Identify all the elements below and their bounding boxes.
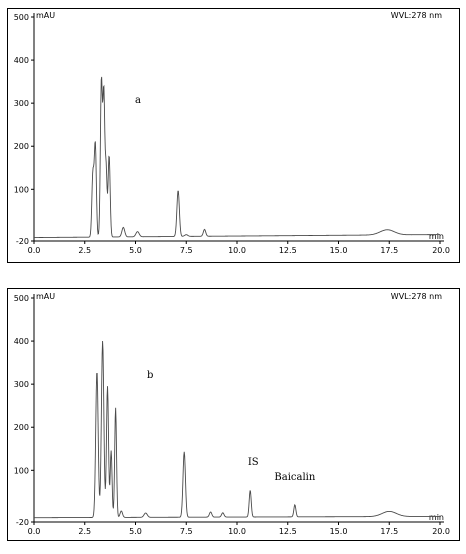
x-tick-label: 10.0: [228, 527, 246, 536]
y-tick-label: 300: [14, 99, 29, 108]
chromatogram-trace: [34, 341, 440, 518]
y-tick-label: 400: [14, 337, 29, 346]
x-tick-label: 17.5: [380, 527, 398, 536]
wavelength-label: WVL:278 nm: [391, 11, 442, 20]
y-tick-label: 500: [14, 13, 29, 22]
y-tick-label: 300: [14, 380, 29, 389]
y-tick-label: 200: [14, 423, 29, 432]
x-tick-label: 2.5: [78, 246, 91, 255]
y-axis-unit-label: mAU: [36, 292, 55, 301]
x-tick-label: 7.5: [180, 527, 193, 536]
x-axis-unit-label: min: [429, 513, 444, 522]
peak-annotation: Baicalin: [274, 472, 315, 483]
x-tick-label: 20.0: [432, 527, 450, 536]
panel-letter-b: b: [147, 370, 153, 381]
peak-annotation: IS: [248, 457, 259, 468]
x-tick-label: 12.5: [279, 246, 297, 255]
panel-frame: [8, 9, 460, 263]
y-tick-label: 200: [14, 142, 29, 151]
x-tick-label: 0.0: [28, 527, 41, 536]
x-tick-label: 20.0: [432, 246, 450, 255]
panel-letter-a: a: [135, 95, 141, 106]
x-axis-unit-label: min: [429, 232, 444, 241]
chart-panel-b: -20 100 200 300 400 500 0.0 2.5 5.0 7.5 10.0 12.5 15…: [8, 289, 460, 541]
x-tick-label: 5.0: [129, 246, 142, 255]
x-tick-label: 7.5: [180, 246, 193, 255]
x-tick-label: 15.0: [330, 246, 348, 255]
x-tick-label: 12.5: [279, 527, 297, 536]
chromatogram-trace: [34, 77, 440, 238]
y-tick-label: 100: [14, 466, 29, 475]
x-tick-label: 5.0: [129, 527, 142, 536]
y-tick-label: 100: [14, 185, 29, 194]
y-tick-label: -20: [16, 237, 29, 246]
wavelength-label: WVL:278 nm: [391, 292, 442, 301]
x-tick-label: 0.0: [28, 246, 41, 255]
y-tick-label: -20: [16, 518, 29, 527]
x-tick-label: 15.0: [330, 527, 348, 536]
y-axis-unit-label: mAU: [36, 11, 55, 20]
x-tick-label: 2.5: [78, 527, 91, 536]
x-tick-label: 10.0: [228, 246, 246, 255]
y-tick-label: 500: [14, 294, 29, 303]
chart-panel-a: -20 100 200 300 400 500 0.0 2.5 5.0 7.5 10.0 12.5 15…: [8, 9, 460, 263]
x-tick-label: 17.5: [380, 246, 398, 255]
y-tick-label: 400: [14, 56, 29, 65]
panel-frame: [8, 289, 460, 541]
